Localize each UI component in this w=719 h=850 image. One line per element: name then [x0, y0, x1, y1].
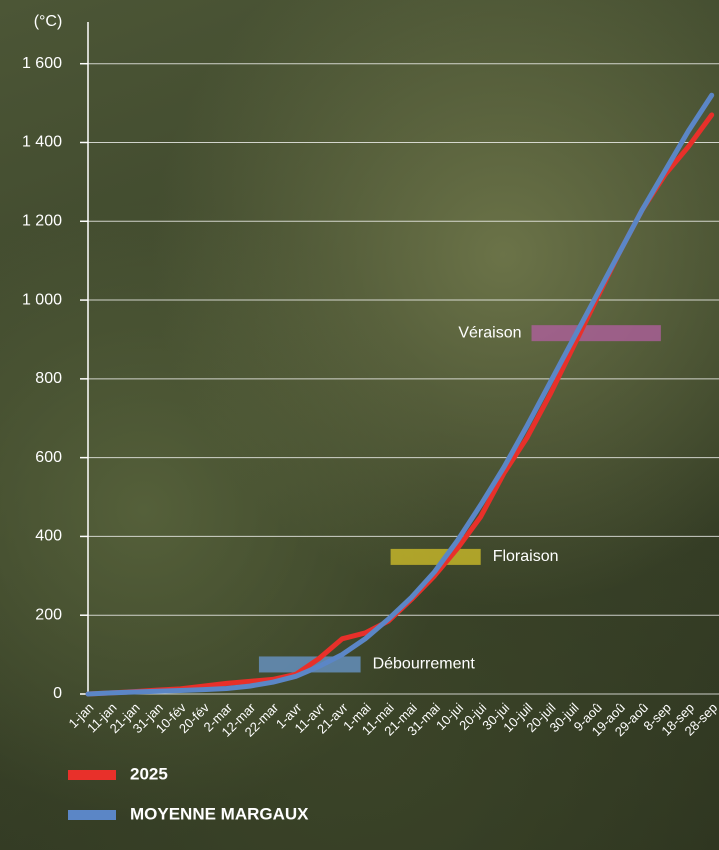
y-tick-label: 1 600 — [22, 55, 62, 72]
y-tick-label: 600 — [35, 449, 62, 466]
legend-swatch — [68, 810, 116, 820]
stage-bar — [391, 549, 481, 565]
stage-label: Véraison — [458, 324, 521, 341]
legend-swatch — [68, 770, 116, 780]
legend-label: 2025 — [130, 764, 168, 783]
stage-bar — [532, 325, 661, 341]
stage-label: Floraison — [493, 548, 559, 565]
chart: (°C) 02004006008001 0001 2001 4001 6001-… — [0, 0, 719, 850]
y-tick-label: 200 — [35, 606, 62, 623]
y-tick-label: 800 — [35, 370, 62, 387]
y-tick-label: 1 400 — [22, 134, 62, 151]
legend-label: MOYENNE MARGAUX — [130, 804, 309, 823]
series-line — [88, 95, 712, 694]
y-tick-label: 1 000 — [22, 291, 62, 308]
y-axis-label: (°C) — [34, 13, 63, 30]
y-tick-label: 1 200 — [22, 212, 62, 229]
stage-label: Débourrement — [373, 656, 476, 673]
y-tick-label: 0 — [53, 685, 62, 702]
y-tick-label: 400 — [35, 528, 62, 545]
